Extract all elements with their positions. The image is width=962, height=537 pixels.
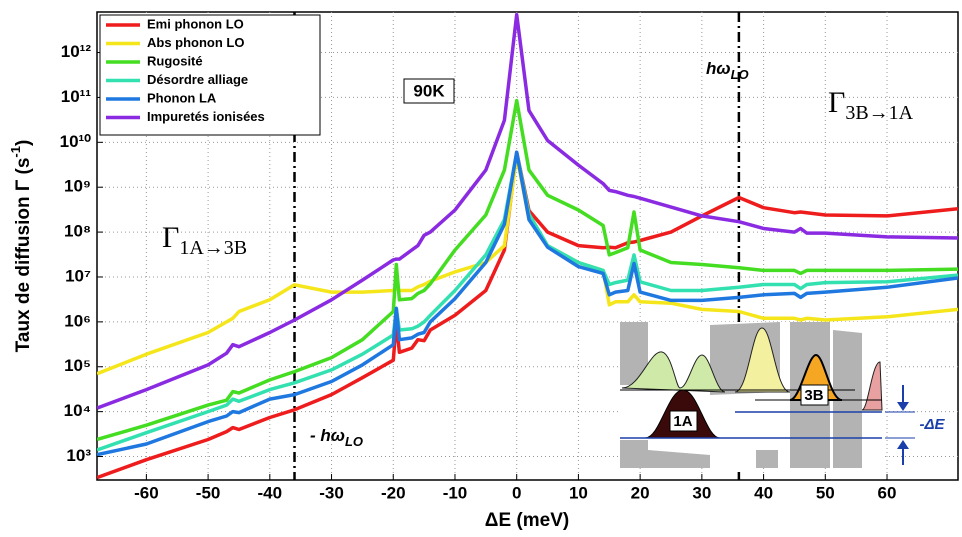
legend-box: [99, 14, 321, 136]
y-label-end: ): [13, 140, 34, 146]
x-tick-label: -10: [443, 483, 468, 502]
y-label-sup: -1: [8, 146, 23, 158]
series-line: [97, 12, 958, 410]
x-axis-label: ΔE (meV): [485, 510, 569, 531]
y-tick-label: 10⁴: [64, 401, 91, 420]
inset-wave: [621, 351, 726, 393]
y-label-main: Taux de diffusion Γ (s: [13, 158, 34, 353]
inset-wave: [734, 327, 791, 393]
y-tick-label: 10⁵: [64, 356, 91, 375]
x-tick-label: 10: [569, 483, 588, 502]
temperature-box: [403, 78, 455, 104]
y-tick-label: 10⁹: [64, 177, 91, 196]
inset-label: 3B: [804, 387, 823, 404]
inset-bar: [620, 322, 648, 385]
x-tick-label: -40: [258, 483, 283, 502]
inset: 1A 3B -ΔE: [620, 322, 946, 468]
temperature: 90K: [413, 81, 445, 100]
legend-label: Impuretés ionisées: [147, 109, 265, 124]
x-tick-label: -30: [319, 483, 344, 502]
annotation: hωLO: [706, 59, 749, 82]
y-tick-label: 10¹¹: [61, 87, 92, 106]
inset-bar: [620, 440, 648, 468]
plot-frame: [96, 11, 959, 481]
annotation-sub: LO: [345, 434, 363, 449]
x-tick-label: 0: [512, 483, 521, 502]
y-tick-label: 10⁶: [64, 311, 91, 330]
annotation-sub: 1A→3B: [179, 237, 247, 259]
series-line: [97, 154, 958, 376]
inset-label: 1A: [673, 413, 692, 430]
legend-label: Emi phonon LO: [147, 16, 244, 31]
series-lines: [97, 12, 958, 480]
x-tick-label: -20: [381, 483, 406, 502]
y-tick-label: 10¹²: [61, 42, 92, 61]
inset-arrow: [897, 402, 909, 411]
y-tick-label: 10³: [66, 446, 91, 465]
y-tick-label: 10⁷: [65, 266, 91, 285]
series-line: [97, 150, 958, 457]
legend-label: Abs phonon LO: [147, 35, 244, 50]
x-tick-label: -50: [196, 483, 221, 502]
annotation-main: Γ: [828, 86, 845, 119]
legend: Emi phonon LO Abs phonon LO Rugosité Désord…: [99, 14, 321, 136]
legend-label: Rugosité: [147, 53, 203, 68]
inset-wave: [861, 361, 883, 411]
annotation: Γ1A→3B: [162, 221, 247, 259]
legend-label: Phonon LA: [147, 90, 217, 105]
inset-label-box: [800, 384, 829, 406]
inset-bar: [833, 330, 862, 468]
legend-label: Désordre alliage: [147, 72, 248, 87]
inset-bar: [648, 450, 710, 468]
annotation: Γ3B→1A: [828, 86, 914, 124]
x-tick-label: 30: [692, 483, 711, 502]
series-line: [97, 98, 958, 442]
annotation-sub: LO: [731, 67, 749, 82]
y-tick-label: 10¹⁰: [60, 132, 92, 151]
annotation-sub: 3B→1A: [845, 102, 913, 124]
annotation: - hωLO: [310, 426, 363, 449]
x-tick-label: 20: [631, 483, 650, 502]
x-tick-label: -60: [134, 483, 159, 502]
x-tick-label: 40: [754, 483, 773, 502]
inset-label-box: [669, 410, 698, 432]
inset-arrow: [897, 440, 909, 449]
inset-label: -ΔE: [919, 416, 945, 433]
y-tick-label: 10⁸: [64, 222, 91, 241]
annotation-main: - hω: [310, 426, 345, 445]
annotation-main: Γ: [162, 221, 179, 254]
y-axis-label: Taux de diffusion Γ (s-1): [8, 140, 34, 353]
x-tick-label: 60: [878, 483, 897, 502]
inset-bar: [756, 450, 778, 468]
x-tick-label: 50: [816, 483, 835, 502]
annotation-main: hω: [706, 59, 731, 78]
